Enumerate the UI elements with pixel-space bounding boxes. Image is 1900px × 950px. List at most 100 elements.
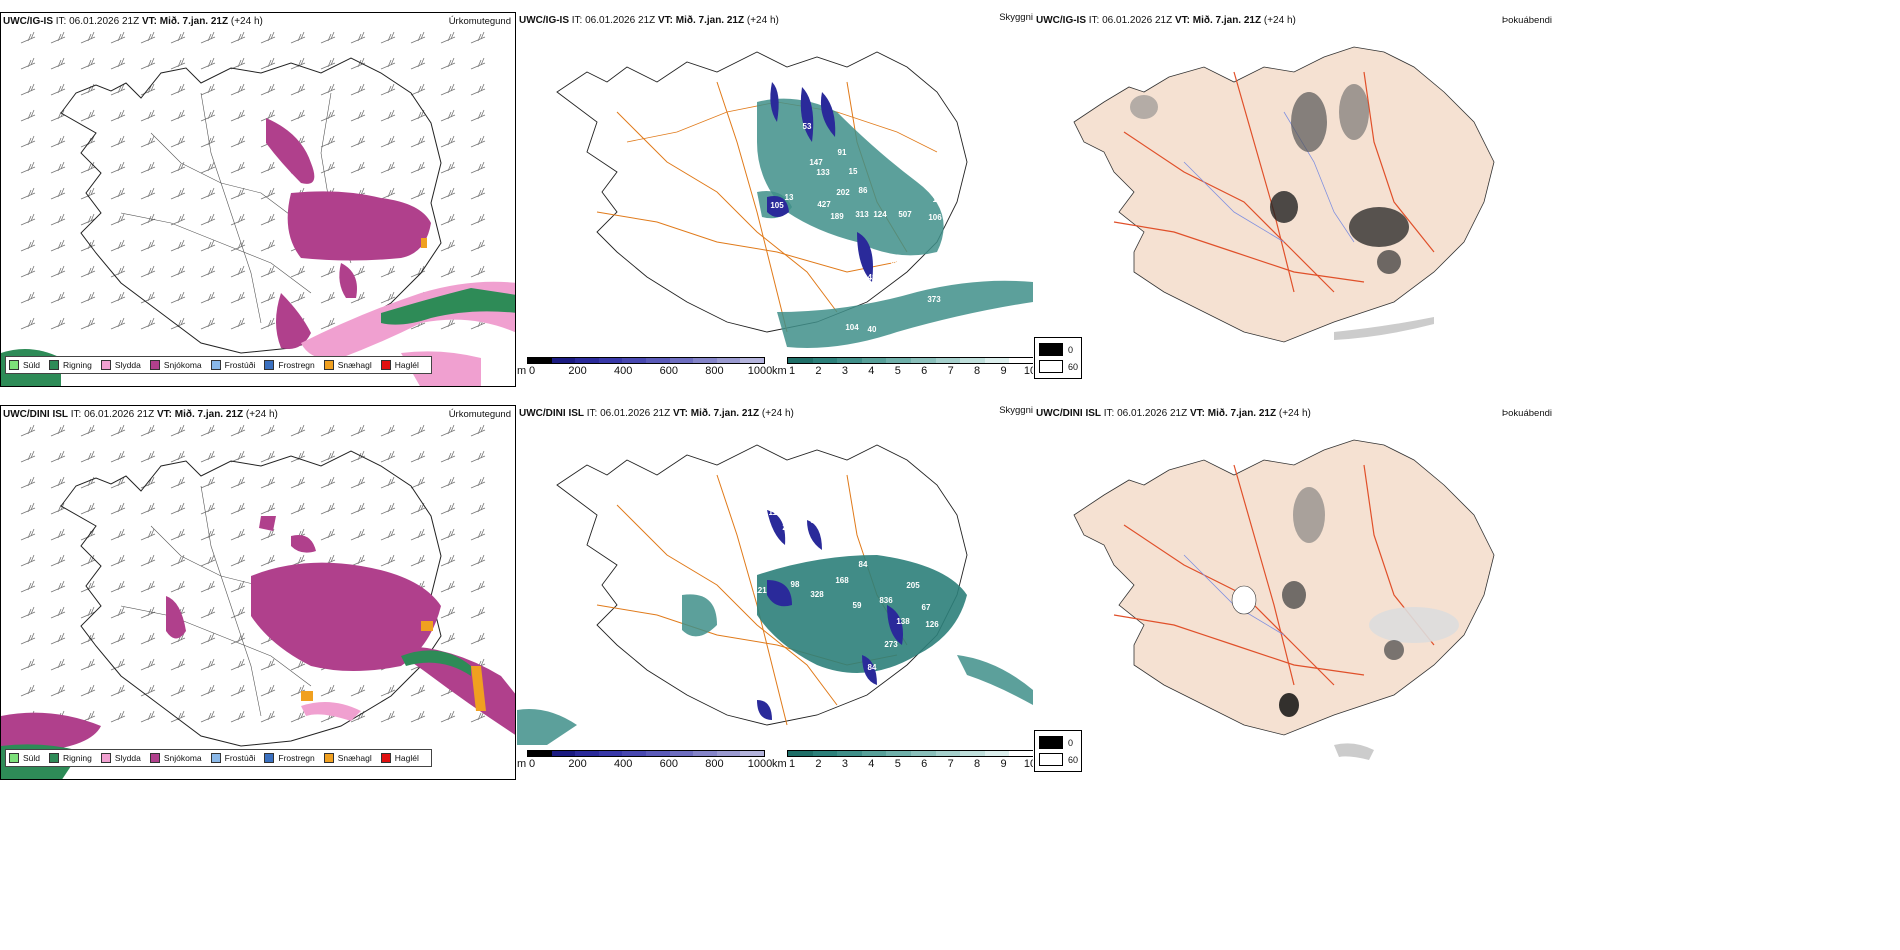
colorbar-tick-label: 400 — [614, 365, 633, 377]
wind-barb — [380, 528, 396, 541]
wind-barb — [140, 450, 156, 463]
legend-label: Slydda — [114, 360, 141, 370]
visibility-label: 59 — [853, 601, 862, 610]
wind-barb — [230, 580, 246, 593]
wind-barb — [110, 450, 126, 463]
legend-label: Snjókoma — [163, 360, 202, 370]
wind-barb — [200, 710, 216, 723]
wind-barb — [140, 502, 156, 515]
colorbar-tick-label: 7 — [947, 365, 954, 377]
fog-panel-bottom: UWC/DINI ISL IT: 06.01.2026 21Z VT: Mið.… — [1034, 405, 1554, 780]
panel-title: Úrkomutegund — [448, 16, 511, 27]
visibility-label: 305 — [882, 346, 896, 355]
wind-barb — [110, 528, 126, 541]
fog-legend: 0 60 — [1034, 337, 1082, 379]
wind-barb — [140, 213, 156, 226]
wind-barb — [470, 632, 486, 645]
colorbar-segment — [716, 358, 741, 363]
wind-barb — [470, 57, 486, 70]
wind-barb — [290, 710, 306, 723]
wind-barb — [50, 476, 66, 489]
wind-barb — [50, 502, 66, 515]
wind-barb — [140, 83, 156, 96]
ceiling-colorbar-strip — [527, 750, 765, 757]
legend-swatch — [210, 753, 221, 763]
wind-barb — [440, 450, 456, 463]
wind-barb — [50, 265, 66, 278]
legend-swatch — [49, 360, 60, 370]
wind-barb — [350, 109, 366, 122]
wind-barb — [320, 684, 336, 697]
colorbar-segment — [669, 751, 694, 756]
wind-barb — [200, 57, 216, 70]
colorbar-segment — [669, 358, 694, 363]
visibility-label: 58 — [823, 521, 832, 530]
fog-legend-entry: 0 — [1039, 343, 1073, 356]
precip-legend-item: Frostregn — [264, 753, 315, 763]
wind-barb — [470, 554, 486, 567]
legend-label: Rigning — [63, 753, 92, 763]
panel-title: Þokuábendi — [1501, 15, 1552, 26]
wind-barb — [170, 161, 186, 174]
wind-barb — [230, 57, 246, 70]
wind-barb — [320, 476, 336, 489]
colorbar-segment — [1009, 358, 1033, 363]
colorbar-tick-label: 10 — [1023, 758, 1033, 770]
wind-barb — [110, 265, 126, 278]
wind-barb — [230, 187, 246, 200]
wind-barb — [440, 239, 456, 252]
wind-barb — [260, 450, 276, 463]
visibility-label: 84 — [868, 663, 877, 672]
wind-barb — [410, 187, 426, 200]
wind-barb — [20, 580, 36, 593]
visibility-label: 86 — [859, 186, 868, 195]
colorbar-tick-label: 6 — [921, 758, 928, 770]
wind-barb — [290, 31, 306, 44]
wind-barb — [80, 554, 96, 567]
visibility-label: 106 — [928, 213, 942, 222]
wind-barb — [80, 31, 96, 44]
colorbar-segment — [960, 358, 985, 363]
wind-barb — [110, 135, 126, 148]
visibility-label: 89 — [811, 516, 820, 525]
wind-barb — [140, 57, 156, 70]
wind-barb — [80, 632, 96, 645]
wind-barb — [350, 528, 366, 541]
wind-barb — [20, 554, 36, 567]
wind-barb — [20, 135, 36, 148]
colorbar-segment — [598, 358, 623, 363]
wind-barb — [230, 528, 246, 541]
wind-barb — [140, 476, 156, 489]
colorbar-segment — [528, 751, 552, 756]
colorbar-tick-label: 1 — [788, 758, 796, 770]
wind-barb — [260, 317, 276, 330]
wind-barb — [200, 187, 216, 200]
colorbar-segment — [960, 751, 985, 756]
visibility-label: 91 — [838, 148, 847, 157]
wind-barb — [110, 239, 126, 252]
colorbar-tick-label: 200 — [568, 365, 587, 377]
colorbar-segment — [693, 358, 717, 363]
legend-label: Súld — [23, 360, 41, 370]
wind-barb — [230, 658, 246, 671]
colorbar-segment — [693, 751, 717, 756]
colorbar-tick-label: 9 — [1000, 365, 1007, 377]
wind-barb — [20, 213, 36, 226]
wind-barb — [170, 265, 186, 278]
wind-barb — [170, 450, 186, 463]
precip-legend-item: Snæhagl — [323, 360, 372, 370]
wind-barb — [20, 317, 36, 330]
wind-barb — [260, 83, 276, 96]
wind-barb — [110, 31, 126, 44]
wind-barb — [140, 528, 156, 541]
wind-barb — [410, 57, 426, 70]
wind-barb — [440, 265, 456, 278]
wind-barb — [410, 710, 426, 723]
wind-barb — [200, 658, 216, 671]
colorbar-tick-label: 600 — [659, 365, 678, 377]
wind-barb — [110, 476, 126, 489]
wind-barb — [260, 554, 276, 567]
visibility-label: 507 — [898, 210, 912, 219]
legend-swatch — [9, 753, 19, 763]
legend-label: Haglél — [394, 753, 419, 763]
